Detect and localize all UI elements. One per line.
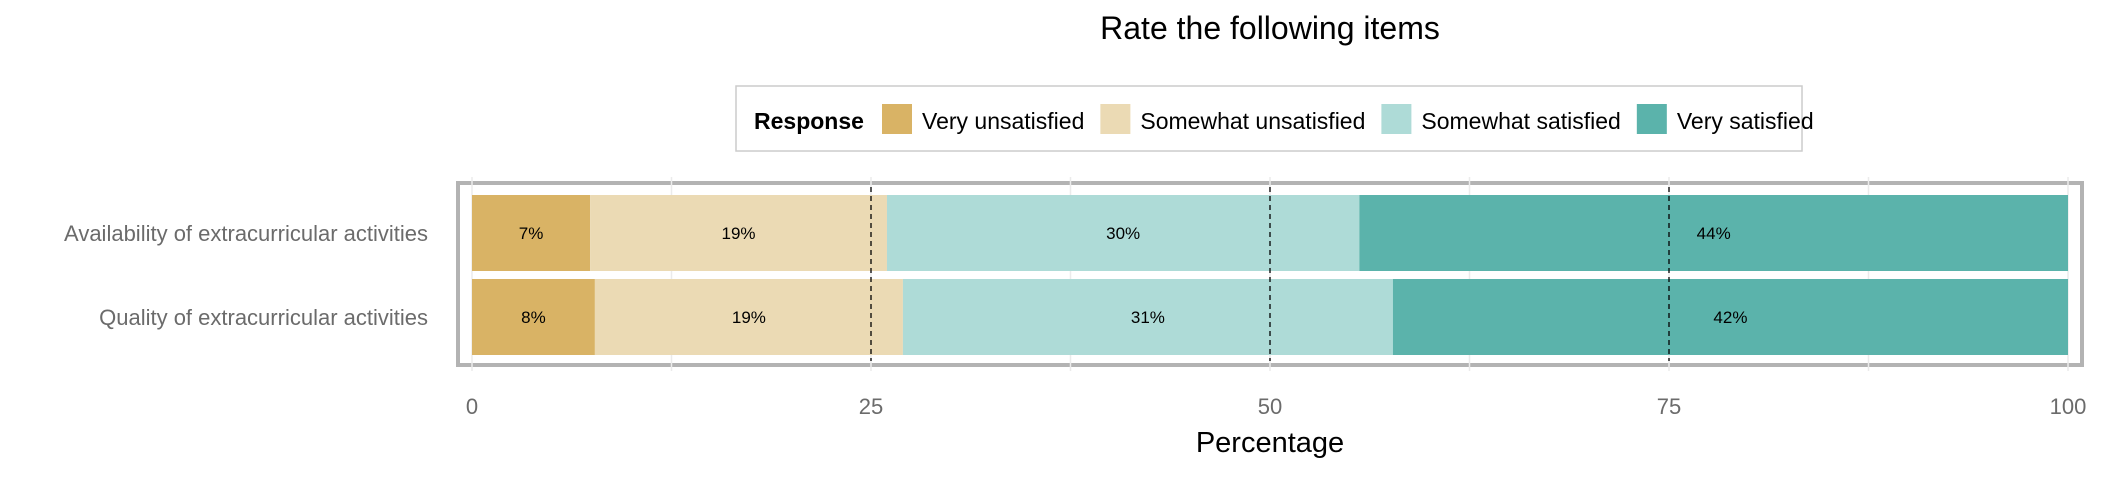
x-tick-label-25: 25 (859, 394, 883, 419)
category-label-1: Availability of extracurricular activiti… (64, 221, 428, 246)
x-tick-label-0: 0 (466, 394, 478, 419)
legend-swatch-very-unsatisfied (882, 104, 912, 134)
data-label-somewhat-satisfied-1: 30% (1106, 224, 1140, 243)
chart-title: Rate the following items (1100, 10, 1440, 46)
legend-swatch-very-satisfied (1636, 104, 1667, 134)
bar-somewhat-unsatisfied-1 (590, 195, 887, 271)
bar-very-unsatisfied-2 (472, 279, 595, 355)
category-label-2: Quality of extracurricular activities (99, 305, 428, 330)
bar-somewhat-satisfied-2 (902, 279, 1393, 355)
data-label-very-unsatisfied-1: 7% (519, 224, 544, 243)
legend: Response Very unsatisfied Somewhat unsati… (735, 85, 1814, 152)
data-label-very-unsatisfied-2: 8% (521, 308, 546, 327)
bar-somewhat-satisfied-1 (886, 195, 1360, 271)
x-tick-label-75: 75 (1657, 394, 1681, 419)
legend-swatch-somewhat-satisfied (1381, 104, 1412, 134)
x-axis-label: Percentage (1196, 427, 1344, 459)
legend-label-very-satisfied: Very satisfied (1677, 108, 1814, 134)
x-tick-label-50: 50 (1258, 394, 1282, 419)
data-label-somewhat-unsatisfied-1: 19% (722, 224, 756, 243)
data-label-very-satisfied-1: 44% (1697, 224, 1731, 243)
x-tick-label-100: 100 (2050, 394, 2087, 419)
legend-label-somewhat-satisfied: Somewhat satisfied (1421, 108, 1620, 134)
legend-swatch-somewhat-unsatisfied (1100, 104, 1131, 134)
bar-very-unsatisfied-1 (472, 195, 591, 271)
legend-title: Response (754, 108, 864, 134)
bar-somewhat-unsatisfied-2 (594, 279, 903, 355)
data-label-very-satisfied-2: 42% (1713, 308, 1747, 327)
data-label-somewhat-unsatisfied-2: 19% (732, 308, 766, 327)
bar-very-satisfied-1 (1359, 195, 2068, 271)
data-label-somewhat-satisfied-2: 31% (1131, 308, 1165, 327)
legend-box (735, 85, 1803, 152)
bar-very-satisfied-2 (1392, 279, 2068, 355)
legend-label-somewhat-unsatisfied: Somewhat unsatisfied (1140, 108, 1365, 134)
legend-label-very-unsatisfied: Very unsatisfied (922, 108, 1084, 134)
